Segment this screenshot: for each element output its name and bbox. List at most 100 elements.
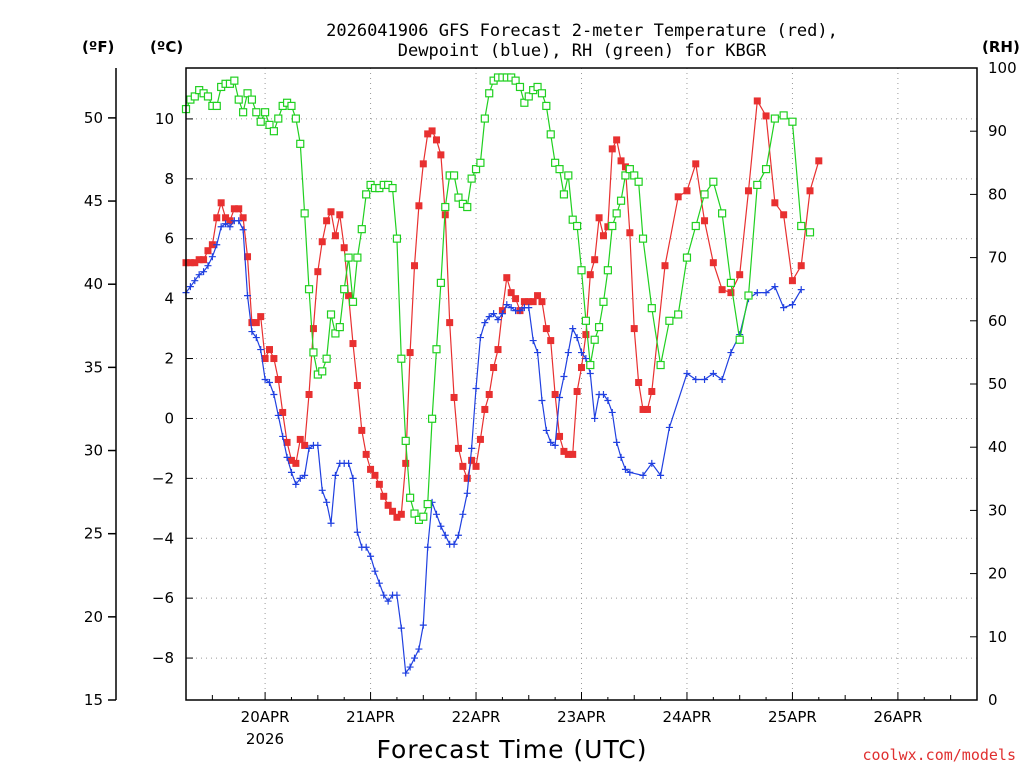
temperature-point xyxy=(375,480,383,488)
temperature-point xyxy=(235,205,243,213)
temperature-point xyxy=(525,298,533,306)
temperature-point xyxy=(639,405,647,413)
temperature-point xyxy=(692,160,700,168)
rh-point xyxy=(287,101,296,111)
dewpoint-point xyxy=(709,370,717,378)
temperature-point xyxy=(186,259,194,267)
dewpoint-point xyxy=(239,226,247,234)
dewpoint-point xyxy=(345,459,353,467)
dewpoint-point xyxy=(534,349,542,357)
rh-point xyxy=(788,117,797,126)
rh-point xyxy=(480,114,489,123)
rh-point xyxy=(718,209,727,218)
rh-point xyxy=(761,165,771,174)
f-tick-label: 50 xyxy=(84,109,103,127)
dewpoint-point xyxy=(265,379,273,387)
temperature-point xyxy=(261,355,269,363)
rh-point xyxy=(234,95,243,104)
rh-point xyxy=(573,221,582,231)
temperature-point xyxy=(727,289,735,297)
rh-point xyxy=(326,310,336,319)
temperature-point xyxy=(635,379,643,387)
temperature-point xyxy=(564,450,572,458)
rh-point xyxy=(542,101,551,111)
rh-point xyxy=(594,323,604,332)
rh-point xyxy=(665,316,674,325)
rh-point xyxy=(190,92,199,101)
rh-tick-label: 60 xyxy=(988,312,1007,330)
dewpoint-point xyxy=(507,304,515,312)
temperature-point xyxy=(762,112,770,120)
temperature-point xyxy=(503,274,511,282)
rh-point xyxy=(291,114,300,123)
dewpoint-point xyxy=(780,304,788,312)
dewpoint-point xyxy=(701,376,709,384)
rh-point xyxy=(630,171,639,180)
temperature-point xyxy=(200,256,208,264)
rh-point xyxy=(406,493,415,502)
dewpoint-point xyxy=(261,376,269,384)
dewpoint-point xyxy=(586,370,594,378)
temperature-point xyxy=(613,136,621,144)
rh-point xyxy=(709,177,718,186)
rh-point xyxy=(634,177,643,186)
dewpoint-point xyxy=(318,486,326,494)
temperature-point xyxy=(358,426,366,434)
rh-point xyxy=(753,180,762,190)
dewpoint-point xyxy=(226,223,234,231)
dewpoint-point xyxy=(353,528,361,536)
temperature-point xyxy=(331,232,339,240)
temperature-point xyxy=(336,211,344,219)
dewpoint-point xyxy=(441,531,449,539)
temperature-point xyxy=(380,492,388,500)
rh-point xyxy=(252,108,261,117)
rh-point xyxy=(353,253,362,262)
temperature-point xyxy=(362,450,370,458)
f-tick-label: 35 xyxy=(84,358,103,376)
dewpoint-point xyxy=(551,441,559,449)
dewpoint-point xyxy=(556,393,564,401)
dewpoint-point xyxy=(578,349,585,357)
rh-point xyxy=(805,228,815,237)
dewpoint-point xyxy=(217,223,225,231)
temperature-point xyxy=(591,256,599,264)
rh-point xyxy=(621,171,630,180)
dewpoint-point xyxy=(415,645,423,653)
temperature-point xyxy=(406,349,414,357)
fahrenheit-axis: 15 20 25 30 35 40 45 50 xyxy=(84,109,116,709)
dewpoint-point xyxy=(516,307,524,315)
rh-point xyxy=(471,165,481,174)
temperature-point xyxy=(252,319,260,327)
dewpoint-point xyxy=(204,262,212,270)
temperature-point xyxy=(520,298,528,306)
temperature-point xyxy=(621,163,629,171)
temperature-point xyxy=(797,262,805,270)
rh-point xyxy=(203,92,213,101)
temperature-point xyxy=(419,160,427,168)
temperature-point xyxy=(424,130,432,138)
date-tick-label: 20APR xyxy=(241,708,290,726)
grid-lines xyxy=(186,68,977,700)
dewpoint-point xyxy=(613,438,621,446)
dewpoint-point xyxy=(604,396,612,404)
rh-point xyxy=(524,92,533,101)
temperature-point xyxy=(529,298,537,306)
rh-unit-label: (RH) xyxy=(982,38,1020,56)
dewpoint-point xyxy=(411,654,419,662)
rh-tick-label: 90 xyxy=(988,122,1007,140)
dewpoint-point xyxy=(503,301,511,309)
temperature-point xyxy=(512,295,520,303)
temperature-point xyxy=(643,405,651,413)
rh-point xyxy=(296,139,305,148)
temperature-point xyxy=(257,313,265,321)
dewpoint-point xyxy=(454,531,462,539)
rh-point xyxy=(388,183,397,193)
temperature-point xyxy=(604,223,612,231)
rh-tick-label: 40 xyxy=(988,438,1007,456)
rh-point xyxy=(436,278,445,287)
temperature-point xyxy=(551,390,559,398)
rh-point xyxy=(537,89,547,98)
temperature-point xyxy=(411,262,419,270)
dewpoint-point xyxy=(569,325,577,333)
rh-point xyxy=(744,291,753,300)
